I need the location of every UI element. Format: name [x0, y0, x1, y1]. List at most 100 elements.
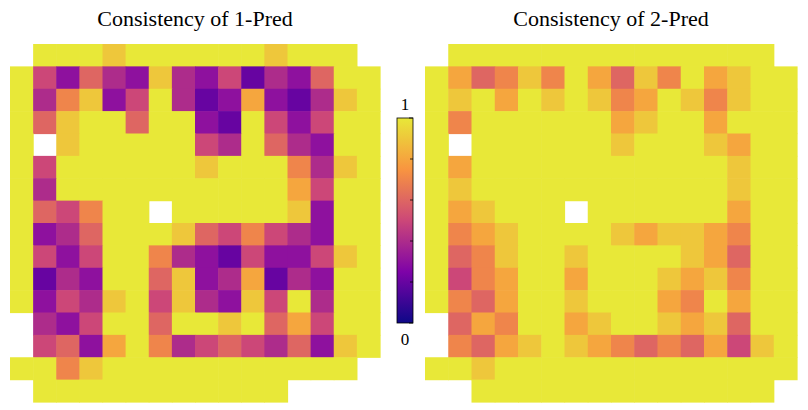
voxel-cell [774, 134, 798, 157]
voxel-cell [56, 335, 80, 358]
voxel-cell [611, 313, 635, 336]
voxel-cell [79, 313, 103, 336]
voxel-cell [311, 134, 335, 157]
voxel-cell [518, 380, 542, 403]
voxel-cell [472, 156, 496, 179]
voxel-cell [727, 44, 751, 67]
voxel-cell [33, 290, 57, 313]
voxel-cell [448, 156, 472, 179]
voxel-cell [727, 111, 751, 134]
colorbar-minor-tick [410, 200, 413, 201]
voxel-cell [288, 156, 312, 179]
voxel-cell [658, 44, 682, 67]
voxel-cell [588, 335, 612, 358]
voxel-cell [56, 313, 80, 336]
voxel-cell [33, 357, 57, 380]
voxel-cell [751, 223, 775, 246]
voxel-cell [495, 134, 519, 157]
voxel-cell [634, 290, 658, 313]
voxel-cell [541, 156, 565, 179]
voxel-cell [634, 134, 658, 157]
voxel-cell [495, 268, 519, 291]
voxel-cell [195, 134, 219, 157]
voxel-cell [518, 156, 542, 179]
voxel-cell [10, 66, 34, 89]
voxel-map [425, 44, 798, 403]
voxel-cell [541, 380, 565, 403]
voxel-cell [288, 223, 312, 246]
voxel-cell [495, 245, 519, 268]
voxel-cell [288, 201, 312, 224]
voxel-cell [172, 111, 196, 134]
voxel-cell [658, 111, 682, 134]
voxel-cell [495, 111, 519, 134]
voxel-cell [33, 66, 57, 89]
voxel-map [10, 44, 381, 403]
voxel-cell [727, 313, 751, 336]
voxel-cell [33, 44, 57, 67]
voxel-cell [751, 156, 775, 179]
voxel-cell [588, 268, 612, 291]
voxel-cell [149, 357, 173, 380]
voxel-cell [218, 89, 242, 112]
voxel-cell [518, 335, 542, 358]
voxel-cell [704, 44, 728, 67]
voxel-cell [126, 357, 150, 380]
voxel-cell [541, 357, 565, 380]
voxel-cell [79, 178, 103, 201]
voxel-cell [79, 44, 103, 67]
voxel-cell [565, 290, 589, 313]
voxel-cell [611, 178, 635, 201]
voxel-cell [774, 245, 798, 268]
voxel-cell [541, 111, 565, 134]
voxel-cell [541, 223, 565, 246]
voxel-cell [425, 201, 449, 224]
voxel-cell [774, 335, 798, 358]
voxel-cell [103, 66, 127, 89]
voxel-cell [774, 178, 798, 201]
voxel-cell [357, 156, 381, 179]
voxel-cell [704, 335, 728, 358]
voxel-cell [334, 156, 358, 179]
voxel-cell [495, 44, 519, 67]
panel-title: Consistency of 1-Pred [97, 6, 293, 31]
voxel-cell [241, 223, 265, 246]
voxel-cell [611, 89, 635, 112]
colorbar-tick [409, 323, 413, 324]
voxel-cell [334, 134, 358, 157]
voxel-cell [588, 178, 612, 201]
voxel-cell [56, 111, 80, 134]
voxel-cell [634, 380, 658, 403]
voxel-cell [588, 66, 612, 89]
voxel-cell [33, 268, 57, 291]
voxel-cell [172, 201, 196, 224]
voxel-cell [241, 335, 265, 358]
voxel-cell [264, 134, 288, 157]
voxel-cell [334, 223, 358, 246]
voxel-cell [774, 223, 798, 246]
voxel-cell [126, 66, 150, 89]
voxel-cell [658, 290, 682, 313]
voxel-cell [10, 290, 34, 313]
voxel-cell [264, 357, 288, 380]
voxel-cell [149, 290, 173, 313]
voxel-cell [681, 44, 705, 67]
voxel-cell [658, 223, 682, 246]
voxel-cell [541, 44, 565, 67]
voxel-cell [126, 223, 150, 246]
voxel-cell [218, 66, 242, 89]
voxel-cell [472, 201, 496, 224]
voxel-cell [681, 245, 705, 268]
voxel-cell [751, 290, 775, 313]
voxel-cell [241, 290, 265, 313]
voxel-cell [288, 66, 312, 89]
voxel-cell [541, 335, 565, 358]
voxel-cell [218, 134, 242, 157]
voxel-cell [425, 156, 449, 179]
voxel-cell [218, 223, 242, 246]
voxel-cell [288, 313, 312, 336]
voxel-cell [357, 268, 381, 291]
colorbar-minor-tick [410, 159, 413, 160]
voxel-cell [704, 111, 728, 134]
voxel-cell [103, 178, 127, 201]
